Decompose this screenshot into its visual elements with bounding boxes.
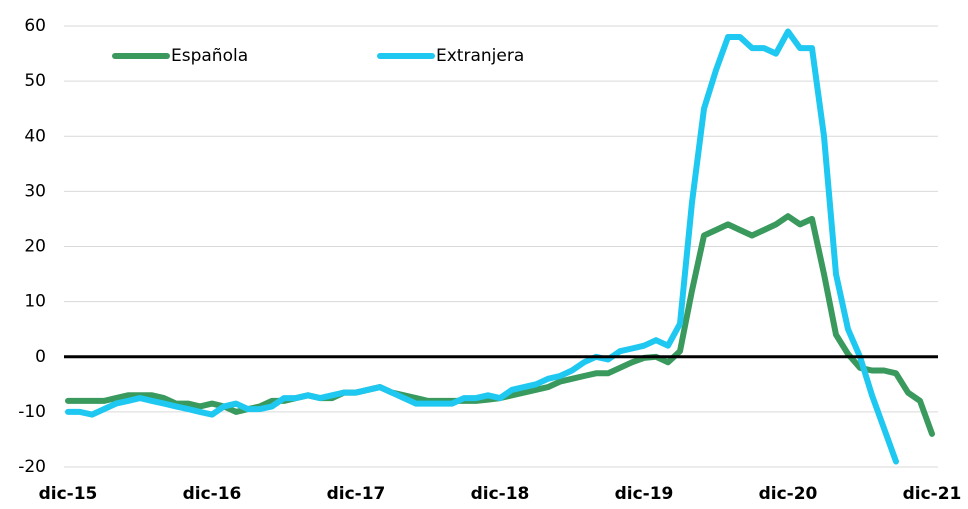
x-tick-label: dic-19 (615, 484, 674, 504)
series-line (65, 213, 935, 437)
x-tick-label: dic-17 (327, 484, 386, 504)
y-tick-label: 0 (35, 347, 46, 367)
legend-label: Española (171, 46, 248, 66)
x-tick-label: dic-15 (39, 484, 98, 504)
y-tick-label: 50 (24, 71, 46, 91)
x-tick-label: dic-18 (471, 484, 530, 504)
x-tick-label: dic-21 (903, 484, 962, 504)
series-line (65, 28, 899, 465)
y-tick-label: 10 (24, 292, 46, 312)
x-tick-label: dic-16 (183, 484, 242, 504)
y-tick-label: 60 (24, 16, 46, 36)
legend-label: Extranjera (436, 46, 524, 66)
y-tick-label: 20 (24, 237, 46, 257)
x-tick-label: dic-20 (759, 484, 818, 504)
y-tick-label: -10 (18, 402, 46, 422)
y-tick-label: 30 (24, 181, 46, 201)
y-tick-label: -20 (18, 457, 46, 477)
y-tick-label: 40 (24, 126, 46, 146)
